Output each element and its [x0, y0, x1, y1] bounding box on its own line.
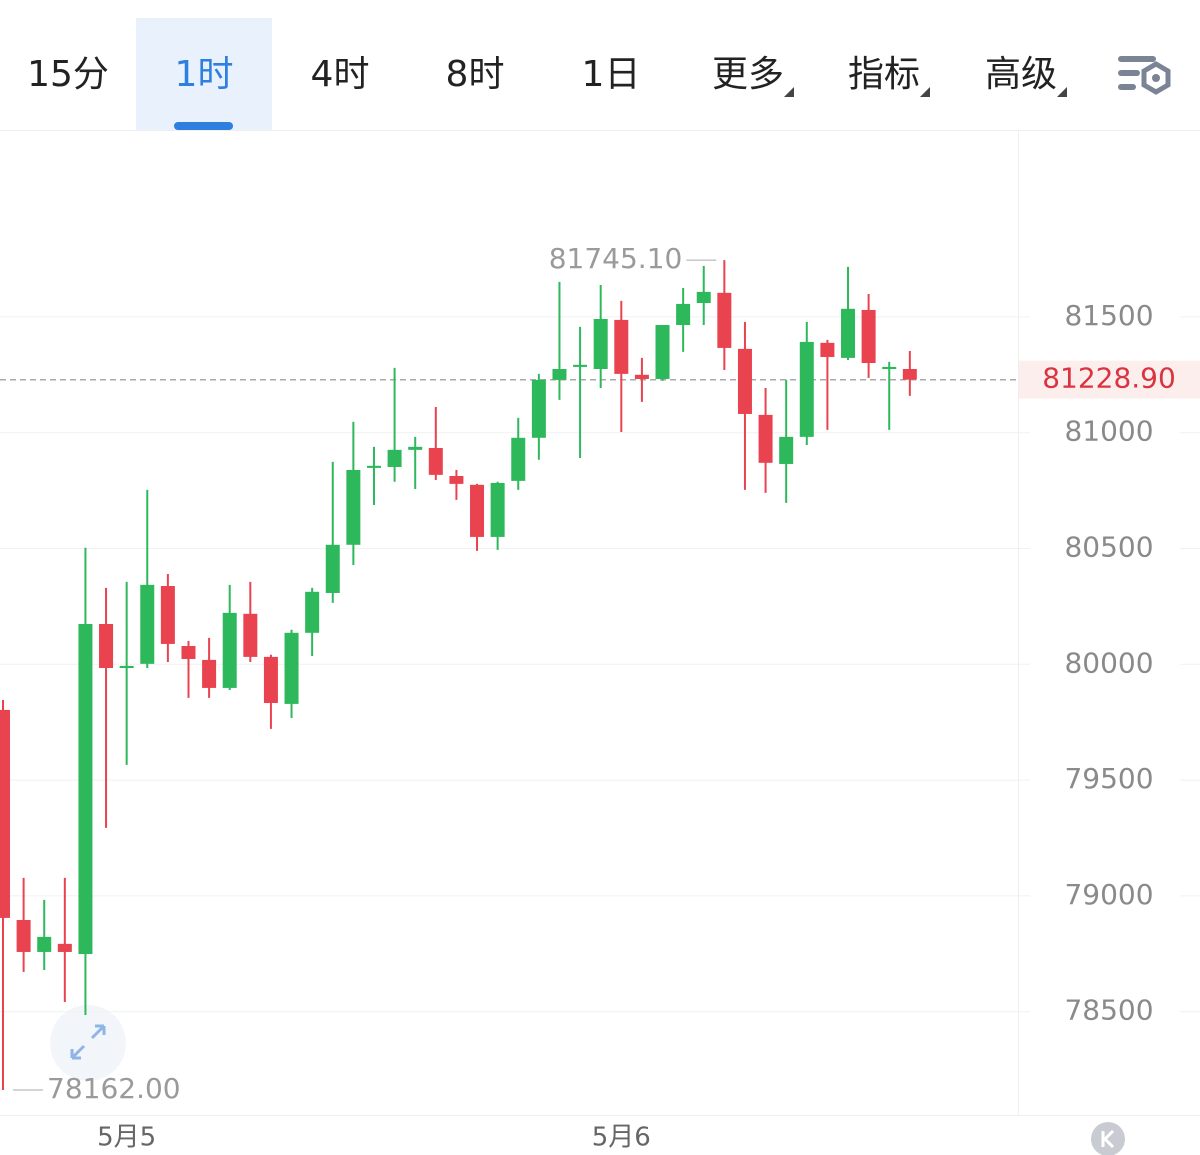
x-tick-label: 5月5: [97, 1123, 156, 1153]
dropdown-caret: [1057, 87, 1067, 97]
expand-icon: [70, 1024, 106, 1060]
candle-body: [841, 308, 856, 358]
expand-bg: [50, 1005, 126, 1081]
active-tab-indicator: [174, 122, 233, 130]
candle-body: [181, 646, 196, 659]
candle-body: [696, 291, 711, 304]
k-bg: [1091, 1122, 1125, 1155]
tab[interactable]: 1时: [175, 54, 234, 95]
candle-body: [717, 292, 732, 348]
candle-body: [511, 437, 526, 481]
tab[interactable]: 4时: [311, 54, 370, 95]
candle-body: [99, 624, 114, 669]
tab[interactable]: 15分: [27, 54, 109, 95]
candle-body: [57, 943, 72, 952]
candle-body: [243, 613, 258, 657]
candle-body: [820, 342, 835, 357]
candle-body: [799, 341, 814, 437]
settings-icon[interactable]: [1118, 56, 1171, 95]
icon-bar: [1118, 84, 1136, 90]
grid: [0, 316, 1200, 1013]
y-tick-label: 79000: [1064, 878, 1153, 911]
candle-body: [634, 374, 649, 379]
tab[interactable]: 指标: [848, 54, 920, 95]
last-price-label: 81228.90: [1042, 362, 1176, 395]
candle-body: [449, 476, 464, 484]
icon-dot: [1152, 74, 1160, 82]
candle-body: [387, 449, 402, 467]
x-tick-label: 5月6: [592, 1123, 651, 1153]
candle-body: [0, 709, 10, 918]
candle-body: [737, 348, 752, 414]
candle-body: [408, 446, 423, 450]
tab[interactable]: 8时: [446, 54, 505, 95]
expand-button[interactable]: [50, 1005, 126, 1081]
candle-body: [676, 303, 691, 326]
candle-body: [346, 469, 361, 545]
candle-body: [758, 414, 773, 463]
low-label: 78162.00: [47, 1072, 181, 1105]
high-label: 81745.10: [549, 242, 683, 275]
active-tab-bg: [136, 18, 272, 130]
candle-body: [16, 919, 31, 952]
candle-body: [140, 584, 155, 664]
candle-body: [37, 936, 52, 952]
tab[interactable]: 更多: [712, 54, 784, 95]
k-icon: [1101, 1129, 1115, 1149]
candle-body: [263, 656, 278, 703]
candle-body: [593, 318, 608, 370]
candle-body: [531, 379, 546, 438]
candle-body: [614, 319, 629, 374]
candle-body: [222, 612, 237, 688]
candle-body: [490, 482, 505, 537]
candle-body: [655, 325, 670, 379]
y-tick-label: 80500: [1064, 531, 1153, 564]
candle-body: [119, 665, 134, 669]
candle-body: [78, 624, 93, 955]
y-tick-label: 79500: [1064, 762, 1153, 795]
candle-body: [284, 632, 299, 704]
y-tick-label: 80000: [1064, 646, 1153, 679]
icon-bar: [1118, 56, 1156, 62]
candle-body: [325, 544, 340, 593]
candle-body: [305, 591, 320, 633]
candle-body: [902, 369, 917, 380]
y-tick-label: 78500: [1064, 994, 1153, 1027]
tab[interactable]: 1日: [582, 54, 641, 95]
icon-hex: [1141, 61, 1171, 95]
y-tick-label: 81000: [1064, 415, 1153, 448]
candle-body: [470, 484, 485, 537]
candle-body: [882, 366, 897, 370]
candle-body: [366, 465, 381, 468]
candle-body: [428, 447, 443, 475]
candle-body: [861, 309, 876, 363]
tab[interactable]: 高级: [985, 54, 1057, 95]
icon-bar: [1118, 70, 1140, 76]
candle-body: [160, 586, 175, 644]
candle-body: [779, 436, 794, 464]
y-tick-label: 81500: [1064, 299, 1153, 332]
k-button[interactable]: [1091, 1122, 1125, 1155]
candle-body: [202, 659, 217, 688]
candle-body: [552, 369, 567, 380]
dropdown-caret: [784, 87, 794, 97]
candle-body: [573, 364, 588, 367]
dropdown-caret: [920, 87, 930, 97]
last-price-bg: [1019, 360, 1200, 399]
